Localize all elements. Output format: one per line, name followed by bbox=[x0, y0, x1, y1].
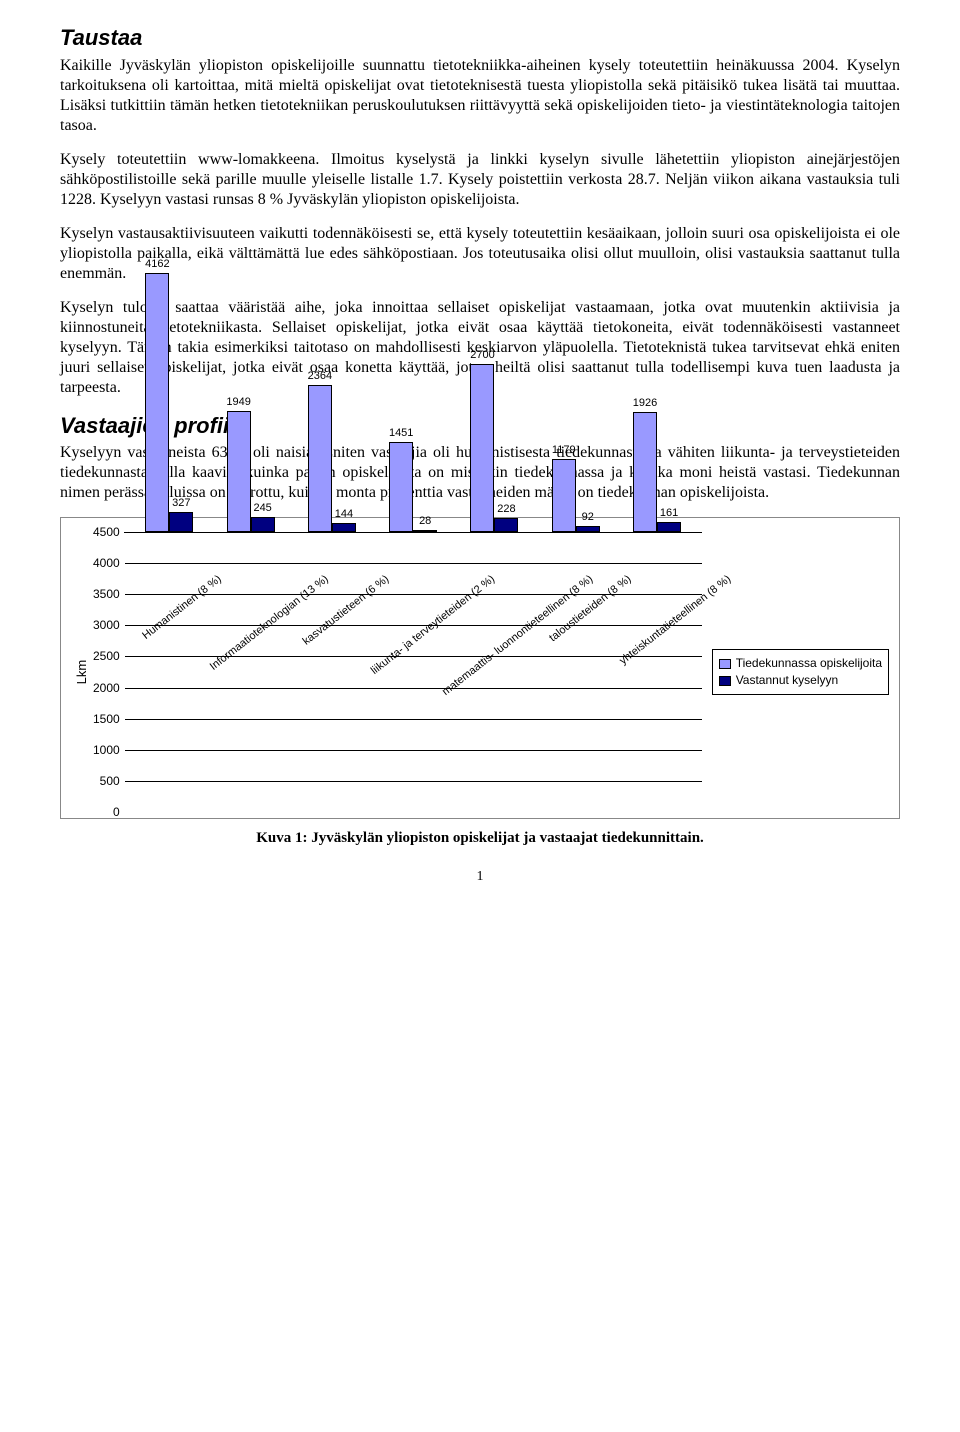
bar-value-label: 28 bbox=[419, 515, 431, 529]
bar-value-label: 144 bbox=[335, 508, 353, 522]
bar-value-label: 1179 bbox=[552, 444, 576, 458]
y-axis-label: Lkm bbox=[74, 660, 90, 685]
chart-caption: Kuva 1: Jyväskylän yliopiston opiskelija… bbox=[60, 829, 900, 848]
gridline bbox=[125, 750, 702, 751]
x-tick-label: Informaatioteknologian (13 %) bbox=[209, 533, 290, 623]
bar-value-label: 2700 bbox=[470, 349, 494, 363]
bar-series-b: 144 bbox=[332, 523, 356, 532]
bar-value-label: 1926 bbox=[633, 397, 657, 411]
bar-group: 4162327 bbox=[129, 273, 210, 532]
bar-value-label: 327 bbox=[172, 497, 190, 511]
bar-value-label: 92 bbox=[582, 511, 594, 525]
gridline bbox=[125, 656, 702, 657]
x-tick-label: kasvatustieteen (6 %) bbox=[291, 533, 372, 623]
gridline bbox=[125, 688, 702, 689]
legend-label-b: Vastannut kyselyyn bbox=[736, 673, 839, 688]
x-axis-labels: Humanistinen (8 %)Informaatioteknologian… bbox=[124, 533, 702, 623]
bar-series-a: 4162 bbox=[145, 273, 169, 532]
legend-swatch-b bbox=[719, 676, 731, 686]
bar-series-b: 92 bbox=[576, 526, 600, 532]
paragraph: Kaikille Jyväskylän yliopiston opiskelij… bbox=[60, 56, 900, 136]
chart-container: Lkm 450040003500300025002000150010005000… bbox=[60, 517, 900, 819]
bar-series-b: 161 bbox=[657, 522, 681, 532]
legend-swatch-a bbox=[719, 659, 731, 669]
bar-value-label: 228 bbox=[497, 503, 515, 517]
bar-group: 1949245 bbox=[210, 411, 291, 532]
y-axis-label-col: Lkm bbox=[71, 532, 93, 812]
bar-value-label: 1949 bbox=[226, 396, 250, 410]
bar-group: 1926161 bbox=[616, 412, 697, 532]
x-tick-label: Humanistinen (8 %) bbox=[128, 533, 209, 623]
bar-series-a: 1451 bbox=[389, 442, 413, 532]
bar-value-label: 1451 bbox=[389, 427, 413, 441]
legend-label-a: Tiedekunnassa opiskelijoita bbox=[736, 656, 882, 671]
bar-series-b: 327 bbox=[169, 512, 193, 532]
bar-series-b: 28 bbox=[413, 530, 437, 532]
legend-item: Vastannut kyselyyn bbox=[719, 673, 882, 688]
bar-value-label: 2364 bbox=[308, 370, 332, 384]
x-tick-label: yhteiskuntatieteellinen (8 %) bbox=[616, 533, 697, 623]
bar-series-a: 1179 bbox=[552, 459, 576, 532]
bar-series-a: 1949 bbox=[227, 411, 251, 532]
bar-value-label: 161 bbox=[660, 507, 678, 521]
y-axis-ticks: 450040003500300025002000150010005000 bbox=[93, 532, 124, 812]
x-tick-label: liikunta- ja terveytieteiden (2 %) bbox=[372, 533, 453, 623]
gridline bbox=[125, 625, 702, 626]
bar-series-b: 245 bbox=[251, 517, 275, 532]
bar-series-b: 228 bbox=[494, 518, 518, 532]
gridline bbox=[125, 719, 702, 720]
gridline bbox=[125, 781, 702, 782]
bar-series-a: 2364 bbox=[308, 385, 332, 532]
bar-group: 2364144 bbox=[291, 385, 372, 532]
bar-series-a: 2700 bbox=[470, 364, 494, 532]
bar-group: 145128 bbox=[373, 442, 454, 532]
x-tick-label: taloustieteiden (8 %) bbox=[535, 533, 616, 623]
bar-value-label: 4162 bbox=[145, 258, 169, 272]
chart-legend: Tiedekunnassa opiskelijoita Vastannut ky… bbox=[712, 649, 889, 695]
bar-group: 117992 bbox=[535, 459, 616, 532]
paragraph: Kysely toteutettiin www-lomakkeena. Ilmo… bbox=[60, 150, 900, 210]
bar-group: 2700228 bbox=[454, 364, 535, 532]
page-number: 1 bbox=[60, 868, 900, 886]
legend-item: Tiedekunnassa opiskelijoita bbox=[719, 656, 882, 671]
x-tick-label: matemaattis- luonnontieteellinen (8 %) bbox=[453, 533, 534, 623]
bar-series-a: 1926 bbox=[633, 412, 657, 532]
bar-value-label: 245 bbox=[253, 502, 271, 516]
section-title-1: Taustaa bbox=[60, 24, 900, 52]
